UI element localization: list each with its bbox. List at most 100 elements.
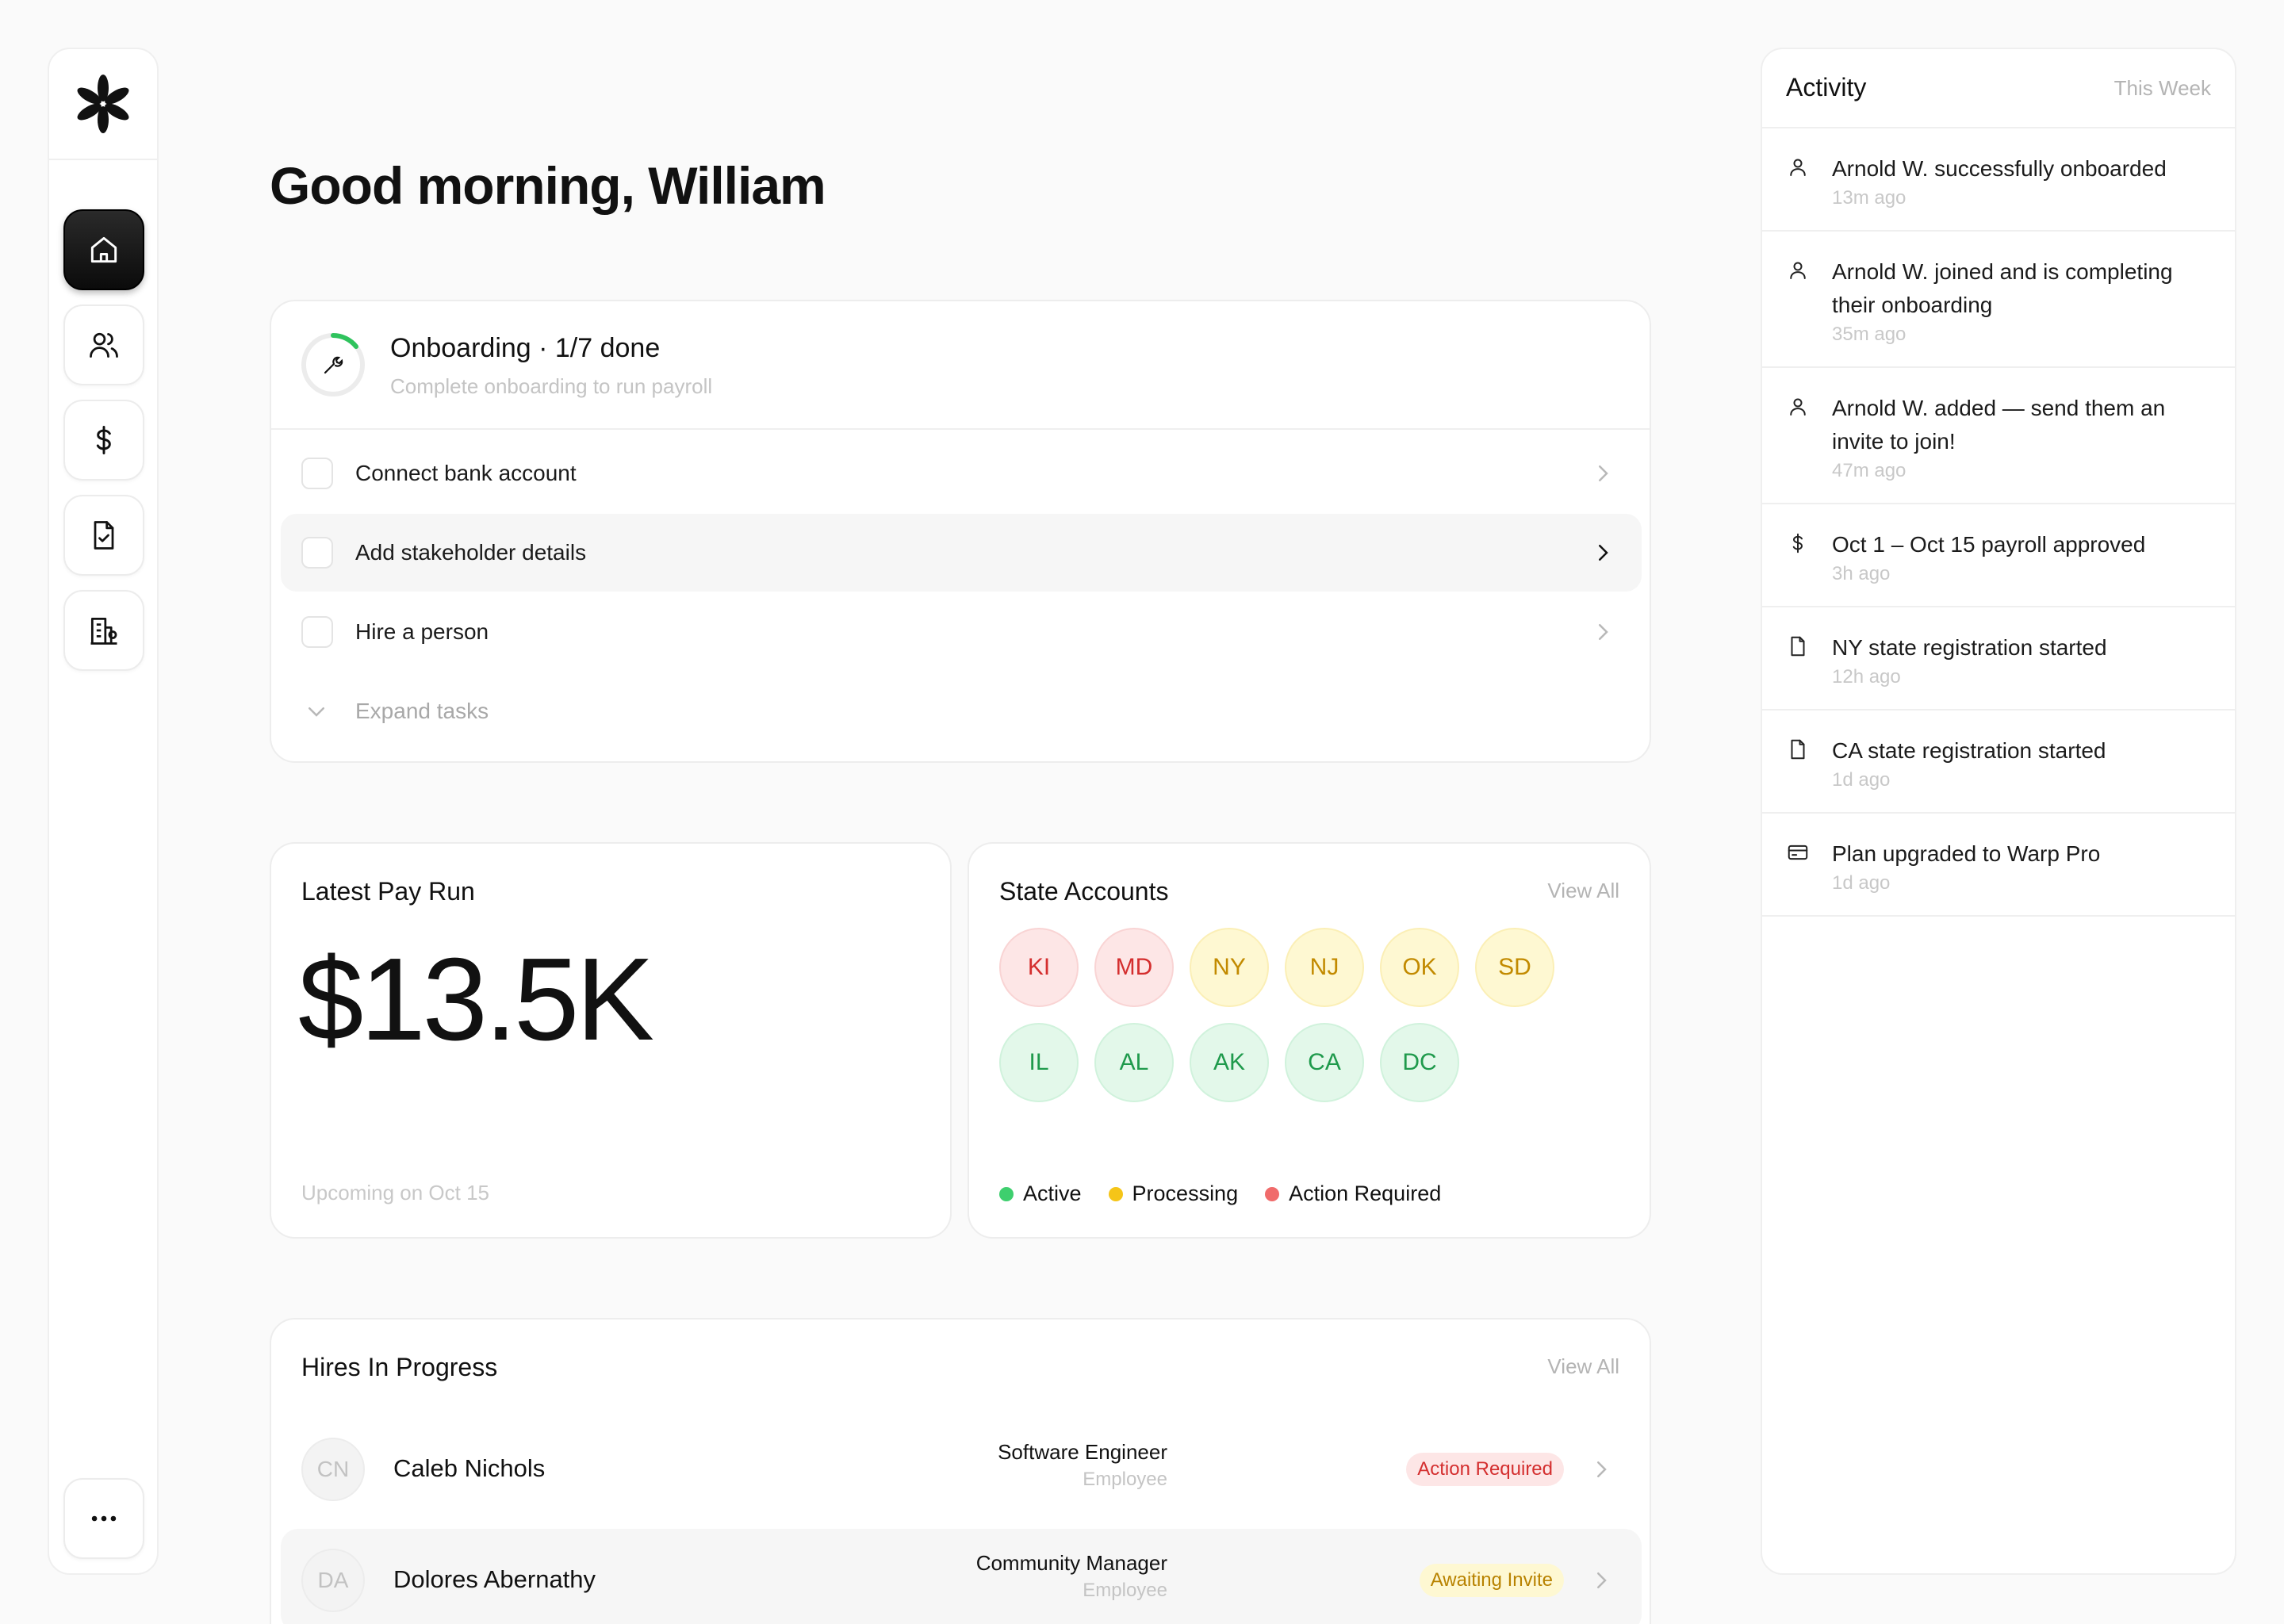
task-checkbox[interactable] bbox=[301, 616, 333, 648]
pay-run-date: Upcoming on Oct 15 bbox=[301, 1181, 490, 1205]
state-badge-il[interactable]: IL bbox=[999, 1023, 1079, 1102]
nav-people[interactable] bbox=[63, 304, 144, 385]
nav-more[interactable] bbox=[63, 1478, 144, 1559]
avatar: CN bbox=[301, 1438, 365, 1501]
hire-role: Community Manager bbox=[975, 1551, 1167, 1575]
dollar-icon bbox=[96, 426, 111, 454]
latest-pay-run-card[interactable]: Latest Pay Run $13.5K Upcoming on Oct 15 bbox=[270, 842, 952, 1239]
activity-text: NY state registration started bbox=[1832, 635, 2107, 660]
nav-payroll[interactable] bbox=[63, 400, 144, 481]
task-label: Add stakeholder details bbox=[355, 540, 587, 565]
expand-tasks-label: Expand tasks bbox=[355, 699, 489, 723]
pay-run-title: Latest Pay Run bbox=[301, 877, 475, 906]
document-icon bbox=[1791, 739, 1805, 760]
state-badge-sd[interactable]: SD bbox=[1475, 928, 1554, 1007]
activity-item[interactable]: NY state registration started 12h ago bbox=[1762, 607, 2235, 710]
state-badge-dc[interactable]: DC bbox=[1380, 1023, 1459, 1102]
activity-item[interactable]: Arnold W. added — send them an invite to… bbox=[1762, 368, 2235, 504]
hires-in-progress-card: Hires In Progress View All CN Caleb Nich… bbox=[270, 1318, 1651, 1624]
activity-text: Arnold W. added — send them an invite to… bbox=[1832, 396, 2166, 454]
task-connect-bank[interactable]: Connect bank account bbox=[281, 435, 1642, 512]
state-accounts-title: State Accounts bbox=[999, 877, 1169, 906]
activity-time: 1d ago bbox=[1832, 872, 1891, 894]
activity-title: Activity bbox=[1786, 73, 1867, 102]
activity-text: Oct 1 – Oct 15 payroll approved bbox=[1832, 532, 2146, 557]
activity-item[interactable]: Plan upgraded to Warp Pro 1d ago bbox=[1762, 814, 2235, 917]
activity-list: Arnold W. successfully onboarded 13m ago A… bbox=[1762, 128, 2235, 917]
task-label: Connect bank account bbox=[355, 461, 577, 485]
avatar: DA bbox=[301, 1549, 365, 1612]
legend-processing: Processing bbox=[1108, 1182, 1239, 1206]
activity-text: CA state registration started bbox=[1832, 738, 2106, 763]
legend-action-label: Action Required bbox=[1289, 1182, 1442, 1205]
hire-type: Employee bbox=[1083, 1469, 1167, 1490]
user-icon bbox=[1790, 398, 1806, 416]
state-badge-ca[interactable]: CA bbox=[1285, 1023, 1364, 1102]
activity-item[interactable]: Arnold W. joined and is completing their… bbox=[1762, 232, 2235, 368]
activity-item[interactable]: CA state registration started 1d ago bbox=[1762, 710, 2235, 814]
state-badge-al[interactable]: AL bbox=[1094, 1023, 1174, 1102]
task-hire-person[interactable]: Hire a person bbox=[281, 593, 1642, 671]
legend-active: Active bbox=[999, 1182, 1082, 1206]
asterisk-logo-icon bbox=[77, 75, 129, 133]
task-checkbox[interactable] bbox=[301, 458, 333, 489]
hires-title: Hires In Progress bbox=[301, 1353, 498, 1381]
hire-role: Software Engineer bbox=[998, 1440, 1167, 1464]
onboarding-progress-ring bbox=[301, 333, 365, 396]
page-title: Good morning, William bbox=[270, 156, 826, 215]
status-badge: Action Required bbox=[1406, 1453, 1564, 1486]
state-accounts-view-all[interactable]: View All bbox=[1547, 879, 1619, 902]
state-badge-md[interactable]: MD bbox=[1094, 928, 1174, 1007]
home-icon bbox=[90, 236, 117, 263]
chevron-right-icon bbox=[1599, 465, 1608, 481]
nav-documents[interactable] bbox=[63, 495, 144, 576]
legend-processing-label: Processing bbox=[1132, 1182, 1239, 1205]
expand-tasks-button[interactable]: Expand tasks bbox=[281, 672, 1642, 750]
active-dot bbox=[999, 1186, 1014, 1201]
state-badge-ok[interactable]: OK bbox=[1380, 928, 1459, 1007]
nav-home[interactable] bbox=[63, 209, 144, 290]
hire-type: Employee bbox=[1083, 1580, 1167, 1601]
hire-name: Caleb Nichols bbox=[393, 1454, 546, 1482]
state-badge-nj[interactable]: NJ bbox=[1285, 928, 1364, 1007]
nav-company[interactable] bbox=[63, 590, 144, 671]
onboarding-header: Onboarding · 1/7 done Complete onboardin… bbox=[271, 301, 1650, 430]
logo[interactable] bbox=[49, 49, 157, 160]
activity-item[interactable]: Arnold W. successfully onboarded 13m ago bbox=[1762, 128, 2235, 232]
user-icon bbox=[1790, 262, 1806, 279]
hires-view-all[interactable]: View All bbox=[1547, 1354, 1619, 1378]
activity-time: 35m ago bbox=[1832, 324, 1907, 345]
pay-run-amount: $13.5K bbox=[298, 934, 654, 1065]
state-accounts-card: State Accounts View All KI MD NY NJ OK SD IL AL… bbox=[968, 842, 1651, 1239]
state-badge-ki[interactable]: KI bbox=[999, 928, 1079, 1007]
activity-text: Plan upgraded to Warp Pro bbox=[1832, 841, 2101, 866]
activity-item[interactable]: Oct 1 – Oct 15 payroll approved 3h ago bbox=[1762, 504, 2235, 607]
user-icon bbox=[1790, 159, 1806, 176]
state-legend: Active Processing Action Required bbox=[999, 1182, 1441, 1206]
state-badge-ny[interactable]: NY bbox=[1190, 928, 1269, 1007]
processing-dot bbox=[1108, 1186, 1123, 1201]
chevron-down-icon bbox=[308, 707, 324, 717]
building-icon bbox=[90, 617, 117, 645]
activity-text: Arnold W. successfully onboarded bbox=[1832, 156, 2167, 181]
legend-action-required: Action Required bbox=[1265, 1182, 1441, 1206]
status-badge: Awaiting Invite bbox=[1419, 1564, 1564, 1597]
onboarding-card: Onboarding · 1/7 done Complete onboardin… bbox=[270, 300, 1651, 763]
dollar-icon bbox=[1792, 533, 1803, 553]
activity-time: 13m ago bbox=[1832, 187, 1907, 209]
activity-range[interactable]: This Week bbox=[2113, 76, 2211, 100]
activity-time: 47m ago bbox=[1832, 460, 1907, 481]
chevron-right-icon bbox=[1599, 545, 1608, 561]
action-required-dot bbox=[1265, 1186, 1280, 1201]
onboarding-title: Onboarding · 1/7 done bbox=[390, 333, 661, 363]
task-stakeholder-details[interactable]: Add stakeholder details bbox=[281, 514, 1642, 592]
chevron-right-icon bbox=[1597, 1572, 1607, 1588]
more-icon bbox=[91, 1515, 117, 1522]
onboarding-subtitle: Complete onboarding to run payroll bbox=[390, 374, 713, 398]
state-badge-ak[interactable]: AK bbox=[1190, 1023, 1269, 1102]
chevron-right-icon bbox=[1597, 1461, 1607, 1477]
chevron-right-icon bbox=[1599, 624, 1608, 640]
hire-row[interactable]: CN Caleb Nichols Software Engineer Emplo… bbox=[281, 1418, 1642, 1521]
hire-row[interactable]: DA Dolores Abernathy Community Manager E… bbox=[281, 1529, 1642, 1624]
task-checkbox[interactable] bbox=[301, 537, 333, 569]
